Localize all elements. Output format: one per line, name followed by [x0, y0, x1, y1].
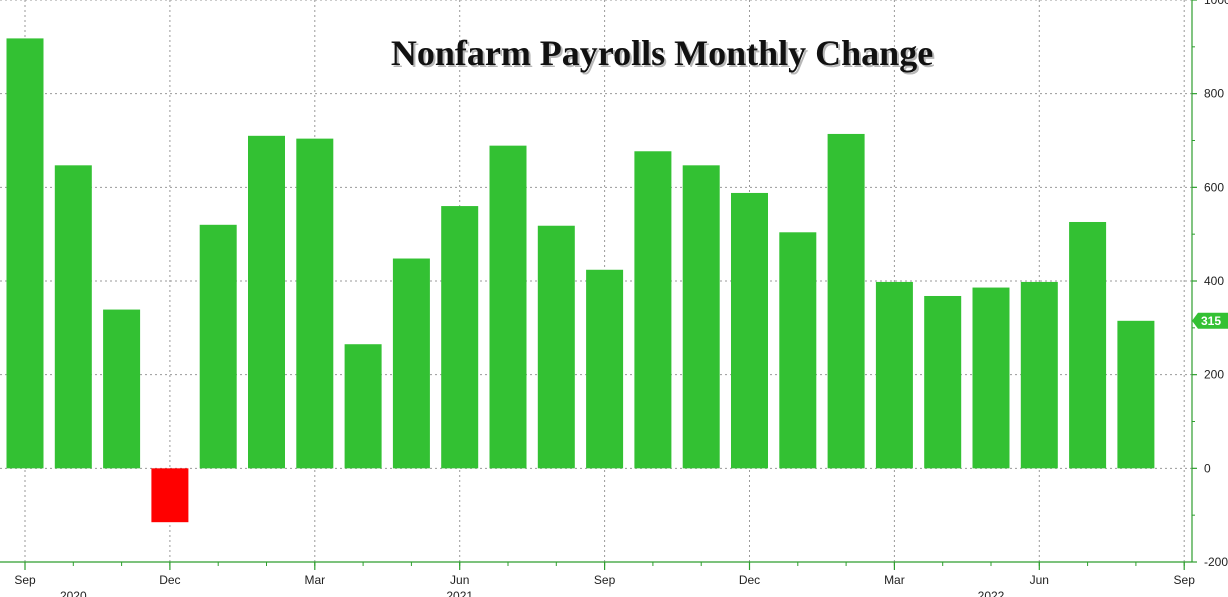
x-tick-label: Jun [1030, 573, 1049, 587]
y-tick-label: 600 [1204, 180, 1224, 194]
last-value-label: 315 [1201, 314, 1221, 328]
y-tick-label: 400 [1204, 274, 1224, 288]
y-tick-label: 0 [1204, 461, 1211, 475]
bar-2021-03 [296, 138, 334, 469]
y-axis: -200 0 200 400 600 800 1000 [1191, 0, 1228, 569]
bar-2021-07 [489, 145, 527, 469]
y-tick-label: 200 [1204, 368, 1224, 382]
x-tick-label: Sep [594, 573, 616, 587]
x-year-label: 2021 [446, 589, 473, 597]
bar-2021-06 [441, 206, 479, 469]
bar-2021-01 [199, 224, 237, 469]
x-axis: Sep Dec Mar Jun Sep Dec Mar Jun Sep 2020 2021 2022 [0, 561, 1196, 597]
bar-2021-02 [248, 135, 285, 469]
x-tick-label: Sep [14, 573, 36, 587]
x-year-label: 2020 [60, 589, 87, 597]
bar-2020-10 [54, 165, 92, 469]
bar-2021-08 [537, 225, 575, 469]
bar-2022-07 [1069, 221, 1107, 469]
x-tick-label: Mar [884, 573, 905, 587]
bar-2021-09 [586, 269, 624, 469]
bar-2021-10 [634, 151, 672, 469]
bar-2020-12 [151, 468, 189, 523]
y-tick-label: -200 [1204, 555, 1228, 569]
chart-title: Nonfarm Payrolls Monthly Change [391, 33, 933, 73]
chart-title-shadow: Nonfarm Payrolls Monthly Change [393, 35, 935, 75]
bar-2022-05 [972, 287, 1010, 469]
bar-2021-04 [344, 344, 382, 469]
bar-2022-03 [875, 281, 913, 469]
bar-2021-12 [731, 192, 768, 469]
x-year-label: 2022 [978, 589, 1005, 597]
x-tick-label: Sep [1174, 573, 1196, 587]
x-tick-label: Jun [450, 573, 469, 587]
chart-title-group: Nonfarm Payrolls Monthly Change Nonfarm … [391, 33, 935, 75]
bars [6, 38, 1155, 523]
x-tick-label: Mar [304, 573, 325, 587]
last-value-badge: 315 [1192, 312, 1228, 329]
x-tick-label: Dec [739, 573, 760, 587]
bar-2022-02 [827, 133, 865, 469]
bar-2021-11 [682, 165, 720, 469]
bar-2022-08 [1117, 320, 1155, 469]
bar-2021-05 [392, 258, 430, 469]
bar-2022-06 [1020, 281, 1058, 469]
y-tick-label: 1000 [1204, 0, 1228, 7]
bar-2022-01 [779, 232, 817, 469]
last-value-badge-shape [1192, 312, 1228, 329]
bar-2022-04 [924, 295, 962, 469]
bar-2020-09 [6, 38, 44, 469]
x-tick-label: Dec [159, 573, 180, 587]
y-tick-label: 800 [1204, 87, 1224, 101]
bar-2020-11 [103, 309, 141, 469]
